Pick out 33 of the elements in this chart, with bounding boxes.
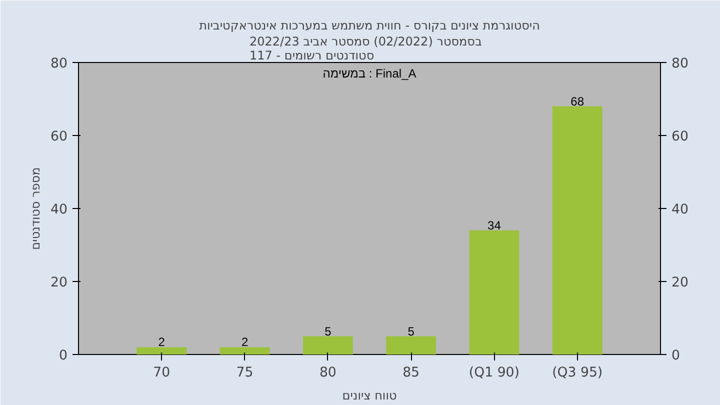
annotation: במשימה : Final_A (322, 66, 416, 80)
x-tick-label: 85 (402, 366, 420, 380)
y-tick-label: 40 (50, 202, 68, 218)
bar (386, 336, 436, 354)
x-tick-label: (Q1 90) (468, 366, 520, 380)
x-tick-label: 80 (319, 366, 336, 380)
bar (552, 106, 602, 354)
y2-tick-label: 40 (672, 202, 688, 218)
data-label: 2 (241, 335, 248, 350)
y-tick-label: 60 (50, 130, 68, 144)
y-tick-label: 0 (59, 348, 68, 364)
bar (469, 230, 520, 354)
x-tick-label: (Q3 95) (552, 366, 603, 380)
x-axis-title: טווח ציונים (342, 388, 397, 402)
data-label: 68 (570, 94, 584, 108)
data-label: 5 (408, 324, 415, 338)
y-tick-label: 20 (50, 276, 68, 290)
y2-tick-label: 20 (672, 276, 688, 290)
y2-tick-label: 0 (672, 348, 680, 364)
data-label: 34 (488, 218, 502, 232)
bar (136, 347, 187, 354)
y2-tick-label: 80 (672, 56, 688, 72)
x-tick-label: 70 (153, 366, 170, 380)
data-label: 2 (158, 335, 166, 350)
y2-tick-label: 60 (672, 130, 688, 144)
chart-title: היסטוגרמת ציונים בקורס - חווית משתמש במערכות אינטראקטיביות (199, 18, 540, 32)
bar (220, 347, 270, 354)
y-axis-title: מספר סטודנטים (28, 167, 43, 250)
x-tick-label: 75 (236, 366, 254, 380)
data-label: 5 (324, 324, 332, 338)
y-tick-label: 80 (50, 56, 68, 72)
bar (302, 336, 353, 354)
chart-subtitle: בסמסטר (02/2022) סמסטר אביב 2022/23 סטודנטים רשומים - 117 (249, 34, 482, 62)
